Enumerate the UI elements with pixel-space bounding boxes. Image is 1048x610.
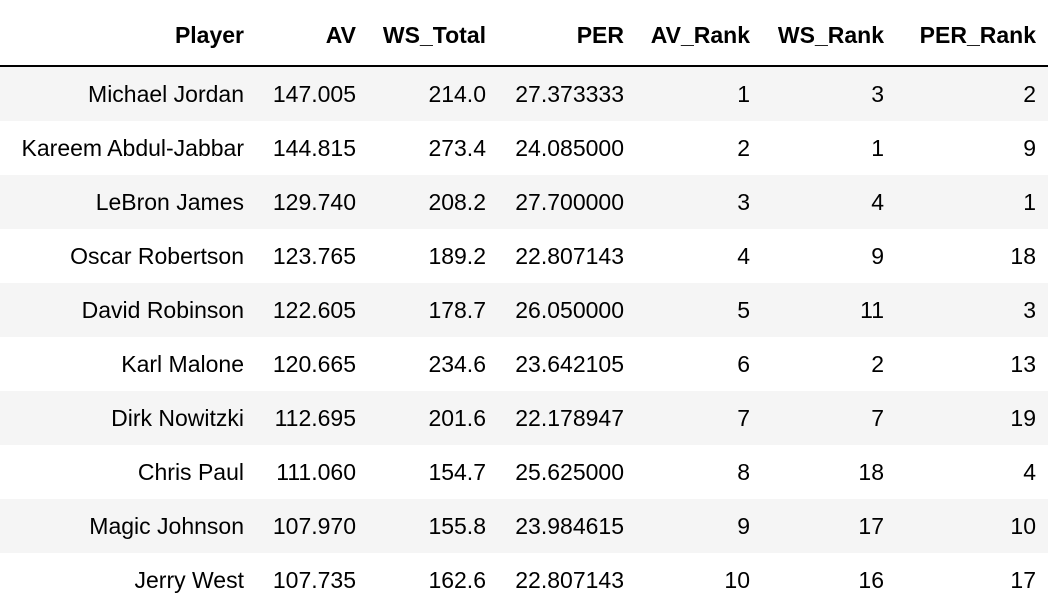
table-row: Kareem Abdul-Jabbar 144.815 273.4 24.085000… [0, 121, 1048, 175]
per-rank-cell: 18 [896, 229, 1048, 283]
av-rank-cell: 8 [636, 445, 762, 499]
ws-total-cell: 214.0 [368, 66, 498, 121]
per-rank-cell: 3 [896, 283, 1048, 337]
av-rank-cell: 7 [636, 391, 762, 445]
table-row: Dirk Nowitzki 112.695 201.6 22.178947 7 7 19 [0, 391, 1048, 445]
per-cell: 24.085000 [498, 121, 636, 175]
column-header-av: AV [256, 0, 368, 67]
av-cell: 129.740 [256, 175, 368, 229]
ws-total-cell: 154.7 [368, 445, 498, 499]
ws-total-cell: 189.2 [368, 229, 498, 283]
per-cell: 27.373333 [498, 66, 636, 121]
table-row: Michael Jordan 147.005 214.0 27.373333 1 3 2 [0, 66, 1048, 121]
per-cell: 27.700000 [498, 175, 636, 229]
av-cell: 107.735 [256, 553, 368, 607]
per-cell: 23.984615 [498, 499, 636, 553]
ws-total-cell: 178.7 [368, 283, 498, 337]
table-row: Chris Paul 111.060 154.7 25.625000 8 18 4 [0, 445, 1048, 499]
player-cell: Magic Johnson [0, 499, 256, 553]
table-header: Player AV WS_Total PER AV_Rank WS_Rank P… [0, 0, 1048, 67]
table-row: Magic Johnson 107.970 155.8 23.984615 9 17 10 [0, 499, 1048, 553]
ws-rank-cell: 1 [762, 121, 896, 175]
av-rank-cell: 2 [636, 121, 762, 175]
player-cell: Karl Malone [0, 337, 256, 391]
per-cell: 22.178947 [498, 391, 636, 445]
per-rank-cell: 1 [896, 175, 1048, 229]
av-cell: 144.815 [256, 121, 368, 175]
table-row: Oscar Robertson 123.765 189.2 22.807143 4 9 18 [0, 229, 1048, 283]
per-rank-cell: 4 [896, 445, 1048, 499]
per-cell: 23.642105 [498, 337, 636, 391]
table-row: Karl Malone 120.665 234.6 23.642105 6 2 13 [0, 337, 1048, 391]
av-cell: 122.605 [256, 283, 368, 337]
column-header-per-rank: PER_Rank [896, 0, 1048, 67]
per-cell: 25.625000 [498, 445, 636, 499]
column-header-ws-total: WS_Total [368, 0, 498, 67]
per-rank-cell: 19 [896, 391, 1048, 445]
ws-rank-cell: 2 [762, 337, 896, 391]
per-cell: 22.807143 [498, 553, 636, 607]
column-header-av-rank: AV_Rank [636, 0, 762, 67]
av-rank-cell: 9 [636, 499, 762, 553]
per-rank-cell: 2 [896, 66, 1048, 121]
av-rank-cell: 4 [636, 229, 762, 283]
ws-rank-cell: 7 [762, 391, 896, 445]
av-cell: 147.005 [256, 66, 368, 121]
table-body: Michael Jordan 147.005 214.0 27.373333 1 3 2 Ka… [0, 66, 1048, 607]
ws-total-cell: 273.4 [368, 121, 498, 175]
ws-rank-cell: 11 [762, 283, 896, 337]
ws-rank-cell: 17 [762, 499, 896, 553]
ws-total-cell: 155.8 [368, 499, 498, 553]
player-cell: Kareem Abdul-Jabbar [0, 121, 256, 175]
player-cell: Dirk Nowitzki [0, 391, 256, 445]
per-cell: 22.807143 [498, 229, 636, 283]
per-rank-cell: 17 [896, 553, 1048, 607]
player-cell: Chris Paul [0, 445, 256, 499]
player-cell: David Robinson [0, 283, 256, 337]
av-cell: 107.970 [256, 499, 368, 553]
av-rank-cell: 3 [636, 175, 762, 229]
av-rank-cell: 1 [636, 66, 762, 121]
column-header-per: PER [498, 0, 636, 67]
ws-rank-cell: 3 [762, 66, 896, 121]
column-header-player: Player [0, 0, 256, 67]
per-cell: 26.050000 [498, 283, 636, 337]
av-cell: 112.695 [256, 391, 368, 445]
ws-total-cell: 208.2 [368, 175, 498, 229]
av-rank-cell: 6 [636, 337, 762, 391]
per-rank-cell: 9 [896, 121, 1048, 175]
ws-rank-cell: 4 [762, 175, 896, 229]
ws-rank-cell: 9 [762, 229, 896, 283]
per-rank-cell: 10 [896, 499, 1048, 553]
per-rank-cell: 13 [896, 337, 1048, 391]
player-cell: Oscar Robertson [0, 229, 256, 283]
header-row: Player AV WS_Total PER AV_Rank WS_Rank P… [0, 0, 1048, 67]
ws-rank-cell: 16 [762, 553, 896, 607]
ws-total-cell: 201.6 [368, 391, 498, 445]
ws-rank-cell: 18 [762, 445, 896, 499]
ws-total-cell: 162.6 [368, 553, 498, 607]
player-cell: Jerry West [0, 553, 256, 607]
av-rank-cell: 5 [636, 283, 762, 337]
av-cell: 111.060 [256, 445, 368, 499]
av-cell: 120.665 [256, 337, 368, 391]
av-rank-cell: 10 [636, 553, 762, 607]
table-row: David Robinson 122.605 178.7 26.050000 5 11 3 [0, 283, 1048, 337]
av-cell: 123.765 [256, 229, 368, 283]
column-header-ws-rank: WS_Rank [762, 0, 896, 67]
table-row: LeBron James 129.740 208.2 27.700000 3 4 1 [0, 175, 1048, 229]
player-cell: LeBron James [0, 175, 256, 229]
player-cell: Michael Jordan [0, 66, 256, 121]
table-row: Jerry West 107.735 162.6 22.807143 10 16 17 [0, 553, 1048, 607]
ws-total-cell: 234.6 [368, 337, 498, 391]
